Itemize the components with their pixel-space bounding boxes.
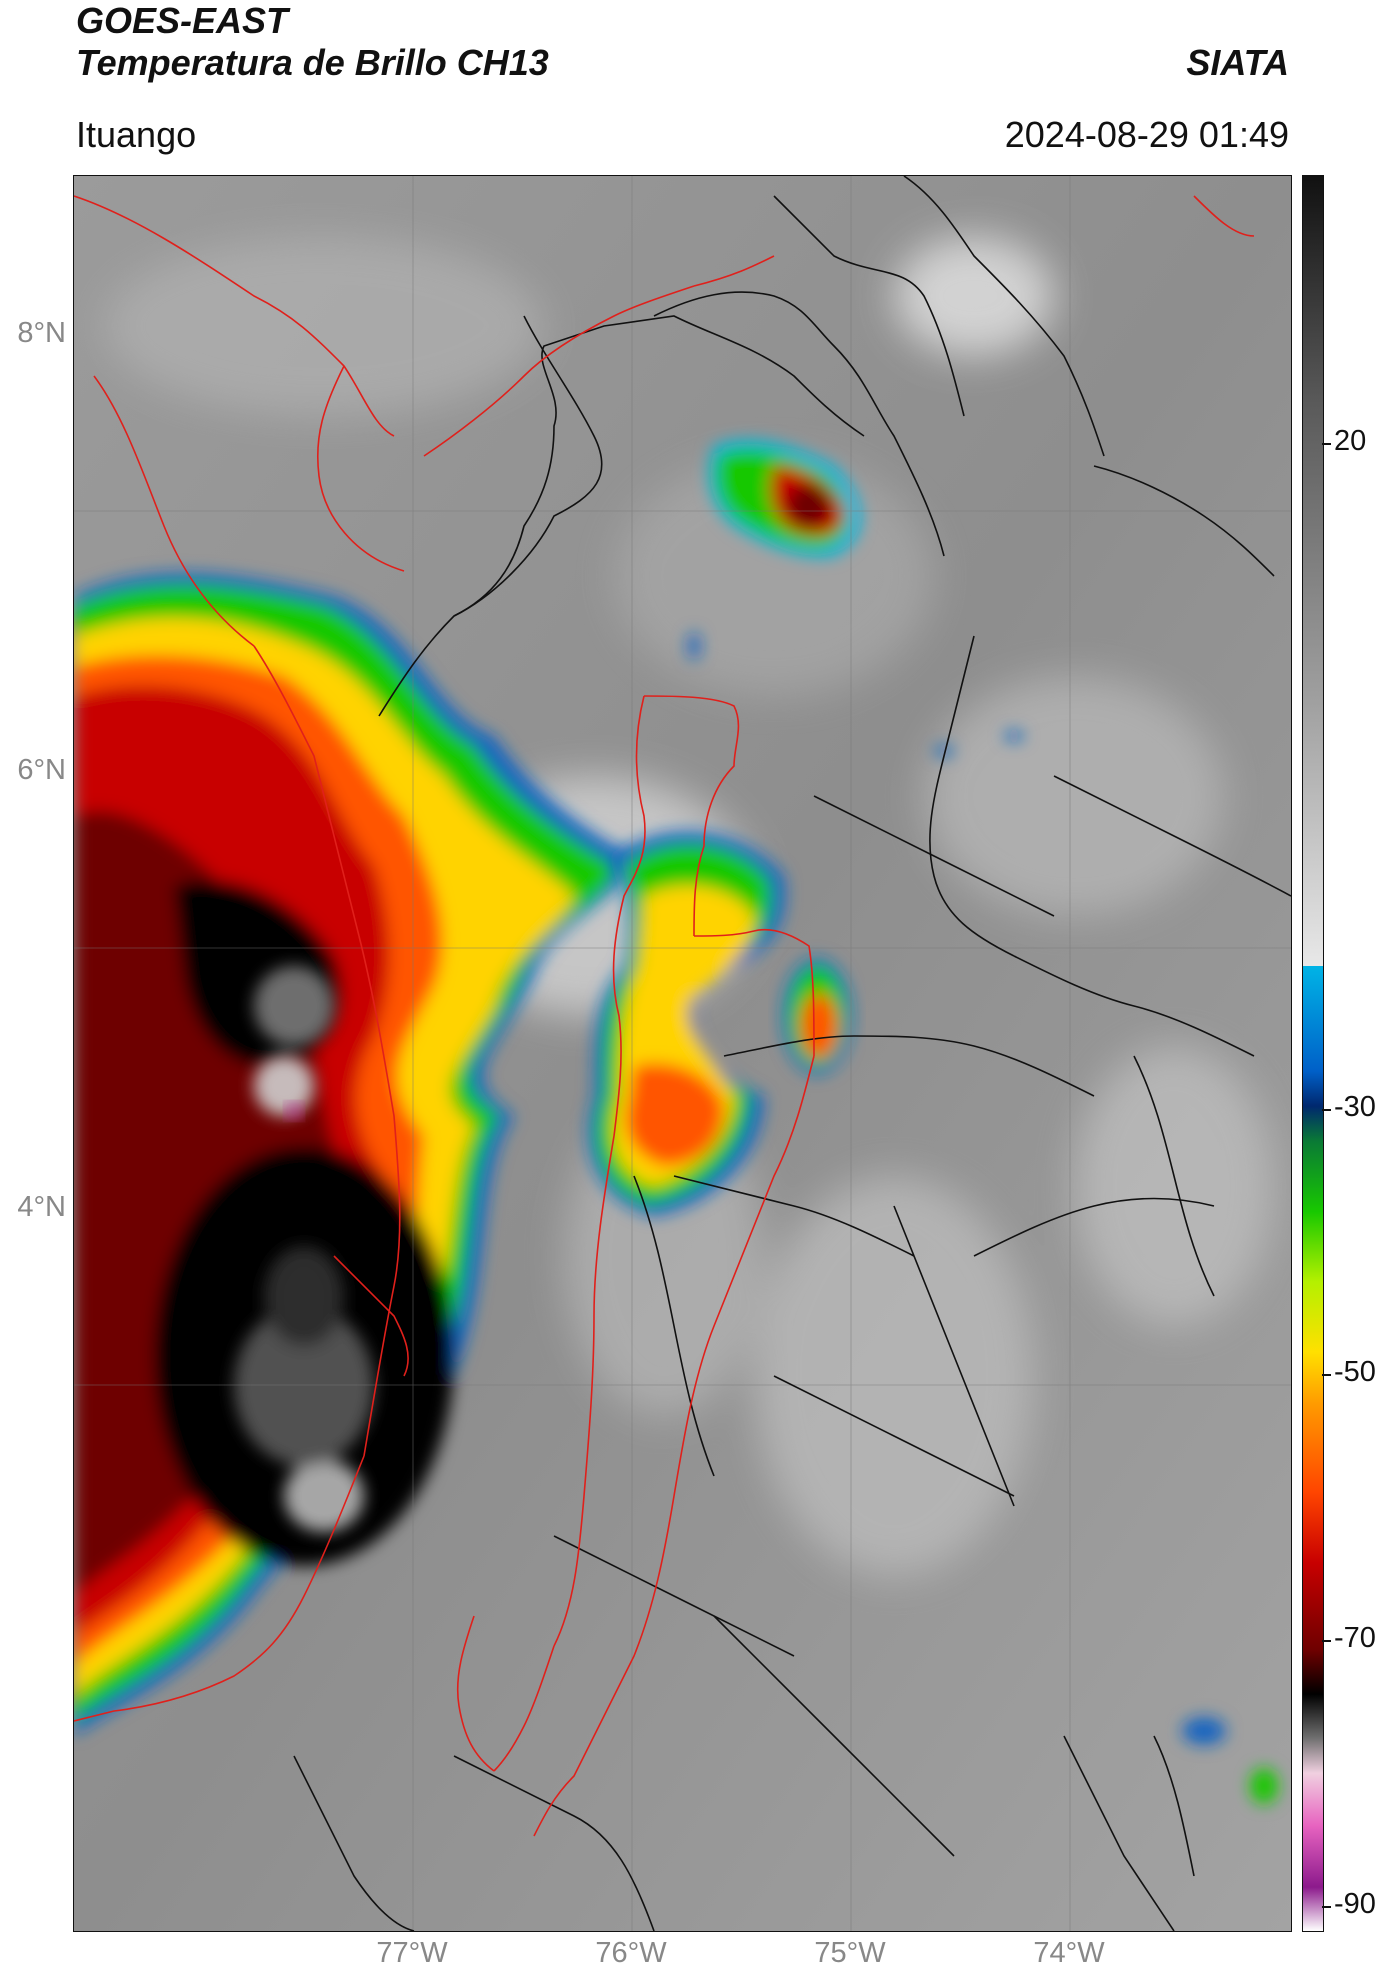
colorbar-label-neg70: -70	[1334, 1622, 1376, 1654]
lat-label-4n: 4°N	[17, 1191, 66, 1223]
lon-label-75w: 75°W	[814, 1937, 886, 1969]
lon-label-74w: 74°W	[1033, 1937, 1105, 1969]
colorbar-label-20: 20	[1334, 425, 1367, 457]
map-canvas	[74, 176, 1291, 1931]
colorbar-tick	[1322, 1109, 1331, 1111]
colorbar-label-neg50: -50	[1334, 1356, 1376, 1388]
gridlines	[74, 176, 1291, 1931]
satellite-title: GOES-EAST	[76, 0, 289, 41]
lon-label-77w: 77°W	[376, 1937, 448, 1969]
colorbar-tick	[1322, 1906, 1331, 1908]
colorbar-label-neg30: -30	[1334, 1091, 1376, 1123]
highlight-boundaries	[74, 195, 1255, 1837]
lon-label-76w: 76°W	[595, 1937, 667, 1969]
lat-label-6n: 6°N	[17, 754, 66, 786]
colorbar	[1302, 175, 1324, 1932]
colorbar-tick	[1322, 1374, 1331, 1376]
lat-label-8n: 8°N	[17, 317, 66, 349]
satellite-map[interactable]	[73, 175, 1292, 1932]
colorbar-tick	[1322, 443, 1331, 445]
admin-boundaries	[293, 176, 1291, 1931]
organization-label: SIATA	[1186, 42, 1289, 83]
colorbar-tick	[1322, 1640, 1331, 1642]
location-label: Ituango	[76, 114, 197, 155]
datetime-label: 2024-08-29 01:49	[1004, 114, 1289, 155]
colorbar-label-neg90: -90	[1334, 1888, 1376, 1920]
product-title: Temperatura de Brillo CH13	[76, 42, 549, 83]
convective-storms	[74, 439, 1278, 1804]
